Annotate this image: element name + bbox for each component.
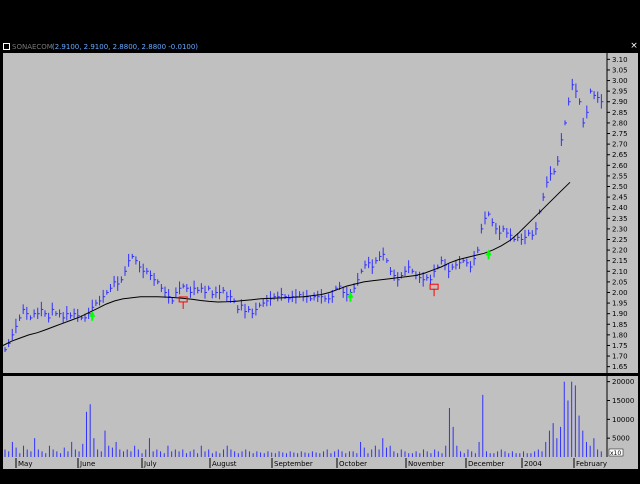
price-tick-label: 2.10	[612, 268, 628, 276]
date-axis: May June July August September October Novembe…	[15, 458, 607, 468]
price-tick-label: 2.65	[612, 151, 628, 159]
price-tick-label: 2.70	[612, 141, 628, 149]
price-tick-label: 2.15	[612, 257, 628, 265]
trade-signals	[89, 249, 492, 321]
price-tick-label: 2.60	[612, 162, 628, 170]
date-tick-label: November	[408, 460, 445, 468]
volume-axis: 20000 15000 10000 5000 x10	[607, 378, 634, 457]
price-tick-label: 2.35	[612, 215, 628, 223]
price-tick-label: 1.90	[612, 310, 628, 318]
date-tick-label: September	[274, 460, 313, 468]
volume-tick-label: 5000	[612, 435, 630, 443]
date-tick-label: June	[79, 460, 95, 468]
price-tick-label: 3.00	[612, 77, 628, 85]
date-tick-label: 2004	[524, 460, 542, 468]
date-tick-label: December	[468, 460, 504, 468]
date-axis-strip	[3, 457, 638, 469]
panel-separator	[0, 373, 640, 376]
price-tick-label: 1.70	[612, 353, 628, 361]
volume-multiplier-label: x10	[610, 450, 621, 457]
moving-average-line	[2, 181, 571, 346]
buy-arrow-icon	[347, 291, 354, 302]
price-tick-label: 1.65	[612, 363, 628, 371]
price-tick-label: 2.55	[612, 172, 628, 180]
volume-tick-label: 10000	[612, 416, 634, 424]
volume-bars	[4, 381, 602, 457]
price-tick-label: 1.80	[612, 331, 628, 339]
price-tick-label: 2.90	[612, 98, 628, 106]
date-tick-label: February	[576, 460, 607, 468]
price-panel	[3, 53, 607, 373]
price-tick-label: 1.75	[612, 342, 628, 350]
price-tick-label: 2.05	[612, 278, 628, 286]
ohlc-readout: (2.9100, 2.9100, 2.8800, 2.8800 -0.0100)	[52, 43, 199, 51]
price-tick-label: 2.30	[612, 225, 628, 233]
price-tick-label: 3.10	[612, 56, 628, 64]
volume-tick-label: 15000	[612, 397, 634, 405]
volume-multiplier-box	[608, 448, 624, 457]
price-tick-label: 2.00	[612, 289, 628, 297]
price-tick-label: 2.50	[612, 183, 628, 191]
price-tick-label: 3.05	[612, 66, 628, 74]
price-tick-label: 1.95	[612, 300, 628, 308]
price-tick-label: 2.80	[612, 119, 628, 127]
price-tick-label: 2.95	[612, 88, 628, 96]
date-tick-label: October	[339, 460, 367, 468]
volume-tick-label: 20000	[612, 378, 634, 386]
date-tick-label: July	[143, 460, 157, 468]
price-tick-label: 2.45	[612, 194, 628, 202]
date-tick-label: August	[212, 460, 237, 468]
axis-panel	[607, 53, 638, 457]
price-axis: 3.10 3.05 3.00 2.95 2.90 2.85 2.80 2.75 2.70 2.65…	[607, 56, 628, 371]
close-icon[interactable]: ×	[630, 41, 638, 51]
price-tick-label: 1.85	[612, 321, 628, 329]
price-tick-label: 2.40	[612, 204, 628, 212]
price-tick-label: 2.20	[612, 247, 628, 255]
window-menu-icon[interactable]	[3, 43, 10, 50]
volume-panel	[3, 376, 607, 457]
price-tick-label: 2.75	[612, 130, 628, 138]
price-tick-label: 2.25	[612, 236, 628, 244]
price-tick-label: 2.85	[612, 109, 628, 117]
buy-arrow-icon	[89, 310, 96, 321]
price-bars	[4, 78, 604, 352]
symbol-label: SONAECOM	[12, 43, 53, 51]
buy-arrow-icon	[485, 249, 492, 260]
window-titlebar[interactable]	[2, 42, 638, 52]
date-tick-label: May	[18, 460, 32, 468]
